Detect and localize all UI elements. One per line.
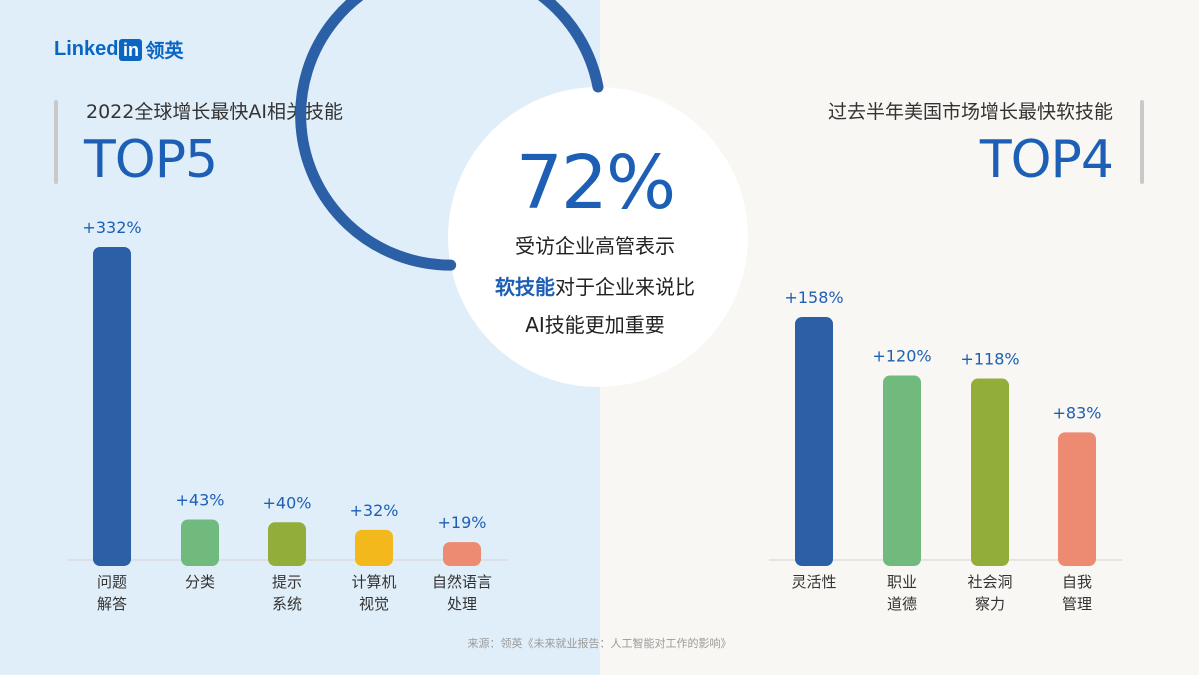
right-bar <box>795 317 833 566</box>
left-bar <box>268 522 306 566</box>
left-value-label: +32% <box>350 501 399 520</box>
right-value-label: +158% <box>784 288 843 307</box>
right-subtitle: 过去半年美国市场增长最快软技能 <box>827 101 1113 123</box>
right-bar <box>971 378 1009 566</box>
key-description-line1: 受访企业高管表示 <box>515 234 675 258</box>
left-title: TOP5 <box>84 130 218 190</box>
right-bar <box>883 375 921 566</box>
key-description-line2-rest: 对于企业来说比 <box>555 275 695 299</box>
left-value-label: +40% <box>263 493 312 512</box>
right-value-label: +118% <box>960 350 1019 369</box>
right-value-label: +83% <box>1053 403 1102 422</box>
left-category-label: 视觉 <box>359 595 389 613</box>
right-category-label: 社会洞 <box>967 573 1012 591</box>
left-category-label: 自然语言 <box>432 573 492 591</box>
right-title: TOP4 <box>979 130 1114 190</box>
left-category-label: 问题 <box>97 573 127 591</box>
progress-ring <box>295 0 748 387</box>
linkedin-logo: Linked in 领英 <box>54 36 183 63</box>
right-value-label: +120% <box>872 346 931 365</box>
left-accent-bar <box>54 100 58 184</box>
left-value-label: +19% <box>438 513 487 532</box>
key-description-line3: AI技能更加重要 <box>525 313 665 337</box>
left-category-label: 处理 <box>447 595 477 613</box>
ring-background <box>448 87 748 387</box>
left-subtitle: 2022全球增长最快AI相关技能 <box>86 101 343 123</box>
right-category-label: 察力 <box>975 595 1005 613</box>
source-note: 来源：领英《未来就业报告：人工智能对工作的影响》 <box>467 637 732 650</box>
right-accent-bar <box>1140 100 1144 184</box>
right-category-label: 自我 <box>1062 573 1092 591</box>
logo-in-badge: in <box>119 38 143 61</box>
left-bar <box>93 247 131 566</box>
left-bar <box>443 542 481 566</box>
left-bar <box>355 529 393 566</box>
left-category-label: 提示 <box>272 573 302 591</box>
key-percentage: 72% <box>515 140 676 226</box>
right-category-label: 管理 <box>1062 595 1092 613</box>
key-description-line2: 软技能对于企业来说比 <box>440 271 750 300</box>
logo-wordmark: Linked <box>54 38 119 60</box>
right-category-label: 道德 <box>887 595 917 613</box>
left-value-label: +332% <box>82 218 141 237</box>
key-description-bold: 软技能 <box>495 275 555 299</box>
left-category-label: 计算机 <box>351 573 396 591</box>
right-bar <box>1058 432 1096 566</box>
left-category-label: 解答 <box>97 595 127 613</box>
left-value-label: +43% <box>176 490 225 509</box>
left-category-label: 系统 <box>272 595 302 613</box>
ring-progress-arc <box>295 0 604 271</box>
left-category-label: 分类 <box>185 573 215 591</box>
right-category-label: 职业 <box>887 573 917 591</box>
right-category-label: 灵活性 <box>791 573 836 591</box>
logo-chinese-name: 领英 <box>145 40 184 62</box>
left-bar <box>181 519 219 566</box>
